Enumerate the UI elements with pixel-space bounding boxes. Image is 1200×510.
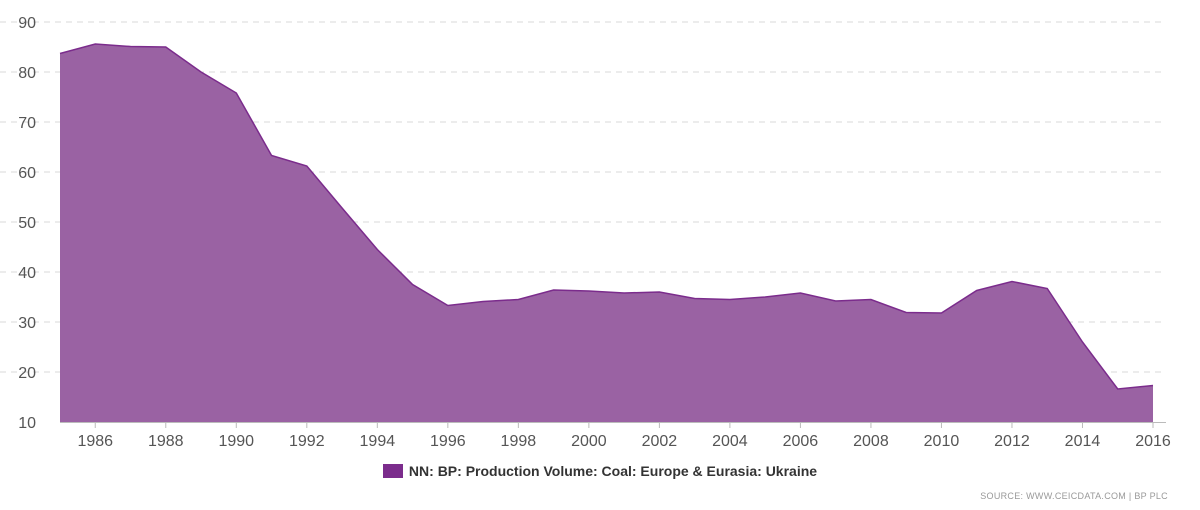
area-layer xyxy=(59,43,1154,422)
y-tick-label: 50 xyxy=(18,215,36,232)
x-tick-label: 2014 xyxy=(1065,433,1101,450)
y-tick-label: 20 xyxy=(18,365,36,382)
x-tick-label: 1990 xyxy=(218,433,254,450)
series-area xyxy=(60,44,1153,422)
x-tick-label: 1992 xyxy=(289,433,325,450)
y-tick-label: 30 xyxy=(18,315,36,332)
x-tick-label: 2006 xyxy=(783,433,819,450)
x-tick-label: 2000 xyxy=(571,433,607,450)
x-tick-label: 2010 xyxy=(924,433,960,450)
x-tick-label: 1994 xyxy=(360,433,396,450)
series-line xyxy=(59,43,1154,390)
axis-layer: 10 20 30 40 50 60 70 80 90 1986 1988 1990 1992 1994 19… xyxy=(18,15,1171,450)
y-tick-label: 40 xyxy=(18,265,36,282)
source-note: SOURCE: WWW.CEICDATA.COM | BP PLC xyxy=(980,491,1168,501)
legend-label: NN: BP: Production Volume: Coal: Europe … xyxy=(408,463,818,479)
x-tick-label: 1988 xyxy=(148,433,184,450)
x-tick-label: 1998 xyxy=(501,433,537,450)
y-tick-label: 70 xyxy=(18,115,36,132)
legend-swatch xyxy=(382,464,403,478)
x-tick-label: 2012 xyxy=(994,433,1030,450)
x-tick-label: 2008 xyxy=(853,433,889,450)
x-tick-label: 2004 xyxy=(712,433,748,450)
y-tick-label: 10 xyxy=(18,415,36,432)
chart-svg: 10 20 30 40 50 60 70 80 90 1986 1988 1990 1992 1994 19… xyxy=(0,15,1171,450)
legend[interactable]: NN: BP: Production Volume: Coal: Europe … xyxy=(0,463,1200,479)
y-tick-label: 90 xyxy=(18,15,36,32)
x-tick-label: 1986 xyxy=(77,433,113,450)
x-tick-label: 2016 xyxy=(1135,433,1171,450)
x-tick-label: 1996 xyxy=(430,433,466,450)
x-tick-label: 2002 xyxy=(642,433,678,450)
y-tick-label: 80 xyxy=(18,65,36,82)
y-tick-label: 60 xyxy=(18,165,36,182)
